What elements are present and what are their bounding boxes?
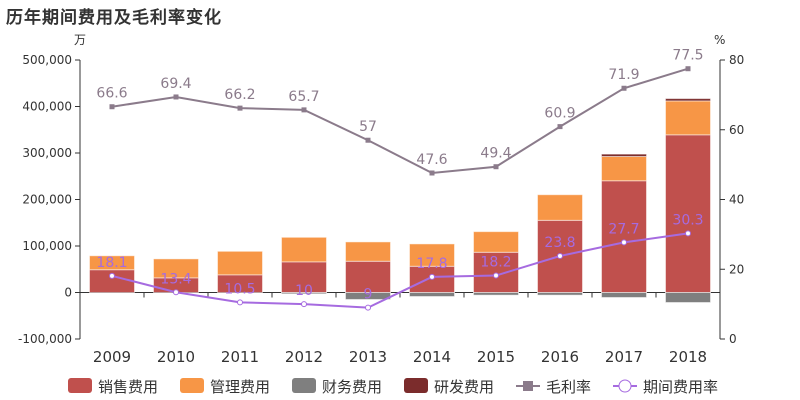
point-期间费用率: [429, 273, 435, 280]
point-毛利率: [173, 94, 179, 100]
bar-研发费用-2018: [665, 98, 711, 102]
x-tick-label: 2014: [413, 348, 451, 366]
point-期间费用率: [365, 304, 371, 311]
point-期间费用率: [557, 252, 563, 259]
data-label-毛利率: 49.4: [480, 146, 511, 162]
data-label-毛利率: 65.7: [288, 89, 319, 105]
legend-swatch-销售费用: [68, 378, 92, 393]
data-label-毛利率: 66.6: [96, 86, 127, 102]
x-tick-label: 2016: [541, 348, 579, 366]
bar-财务费用-2017: [601, 292, 647, 298]
x-tick-label: 2009: [93, 348, 131, 366]
data-label-毛利率: 66.2: [224, 87, 255, 103]
left-tick-label: -100,000: [18, 332, 72, 346]
data-label-毛利率: 71.9: [608, 67, 639, 83]
legend-label-财务费用: 财务费用: [322, 378, 382, 396]
chart-title: 历年期间费用及毛利率变化: [6, 8, 222, 28]
x-tick-label: 2012: [285, 348, 323, 366]
data-label-期间费用率: 30.3: [672, 212, 703, 228]
bar-财务费用-2014: [409, 292, 455, 297]
data-label-期间费用率: 17.8: [416, 256, 447, 272]
bar-管理费用-2011: [217, 250, 263, 276]
data-label-期间费用率: 23.8: [544, 235, 575, 251]
bar-管理费用-2015: [473, 231, 519, 253]
bar-研发费用-2017: [601, 153, 647, 157]
bar-管理费用-2014: [409, 243, 455, 267]
data-label-毛利率: 69.4: [160, 76, 191, 92]
right-tick-label: 80: [729, 53, 744, 67]
legend-label-研发费用: 研发费用: [434, 378, 494, 396]
point-期间费用率: [685, 230, 691, 237]
point-毛利率: [493, 164, 499, 170]
point-毛利率: [621, 85, 627, 91]
data-label-期间费用率: 10.5: [224, 281, 255, 297]
x-tick-label: 2011: [221, 348, 259, 366]
line-毛利率: [111, 67, 689, 175]
data-label-毛利率: 77.5: [672, 48, 703, 64]
point-期间费用率: [173, 289, 179, 296]
point-期间费用率: [493, 272, 499, 279]
data-label-毛利率: 47.6: [416, 152, 447, 168]
bar-财务费用-2012: [281, 292, 327, 295]
bar-管理费用-2012: [281, 236, 327, 263]
legend-swatch-管理费用: [180, 378, 204, 393]
x-tick-label: 2015: [477, 348, 515, 366]
data-label-期间费用率: 9: [364, 287, 373, 303]
x-tick-label: 2018: [669, 348, 707, 366]
point-期间费用率: [237, 299, 243, 306]
data-label-期间费用率: 18.1: [96, 255, 127, 271]
data-label-期间费用率: 10: [295, 283, 313, 299]
right-tick-label: 0: [729, 332, 737, 346]
left-tick-label: 500,000: [22, 53, 72, 67]
x-tick-label: 2013: [349, 348, 387, 366]
bar-管理费用-2017: [601, 155, 647, 182]
right-axis-unit: %: [714, 33, 725, 47]
point-毛利率: [237, 105, 243, 111]
data-label-毛利率: 60.9: [544, 106, 575, 122]
legend-label-毛利率: 毛利率: [546, 378, 591, 396]
legend-swatch-研发费用: [404, 378, 428, 393]
point-毛利率: [365, 137, 371, 143]
legend-swatch-财务费用: [292, 378, 316, 393]
bar-管理费用-2010: [153, 258, 199, 279]
right-tick-label: 40: [729, 193, 744, 207]
right-tick-label: 20: [729, 262, 744, 276]
bar-管理费用-2018: [665, 100, 711, 136]
bar-财务费用-2015: [473, 292, 519, 296]
bar-管理费用-2016: [537, 194, 583, 221]
left-tick-label: 300,000: [22, 146, 72, 160]
point-毛利率: [301, 107, 307, 113]
data-label-期间费用率: 13.4: [160, 271, 191, 287]
x-tick-label: 2017: [605, 348, 643, 366]
point-期间费用率: [621, 239, 627, 246]
left-tick-label: 100,000: [22, 239, 72, 253]
point-期间费用率: [109, 272, 115, 279]
legend-marker-期间费用率: [618, 379, 632, 393]
left-tick-label: 200,000: [22, 193, 72, 207]
data-label-期间费用率: 18.2: [480, 255, 511, 271]
point-毛利率: [109, 104, 115, 110]
bar-管理费用-2009: [89, 255, 135, 271]
bar-财务费用-2016: [537, 292, 583, 296]
right-tick-label: 60: [729, 123, 744, 137]
data-label-期间费用率: 27.7: [608, 221, 639, 237]
legend-marker-毛利率: [523, 381, 533, 391]
bar-管理费用-2013: [345, 241, 391, 262]
left-tick-label: 0: [64, 286, 72, 300]
left-tick-label: 400,000: [22, 100, 72, 114]
bar-财务费用-2018: [665, 292, 711, 303]
point-毛利率: [429, 170, 435, 176]
line-期间费用率: [111, 232, 689, 309]
left-axis-unit: 万: [74, 33, 86, 47]
data-label-毛利率: 57: [359, 119, 377, 135]
x-tick-label: 2010: [157, 348, 195, 366]
legend-label-期间费用率: 期间费用率: [643, 378, 718, 396]
point-毛利率: [557, 124, 563, 130]
legend-label-销售费用: 销售费用: [98, 378, 158, 396]
legend-label-管理费用: 管理费用: [210, 378, 270, 396]
point-毛利率: [685, 66, 691, 72]
point-期间费用率: [301, 301, 307, 308]
